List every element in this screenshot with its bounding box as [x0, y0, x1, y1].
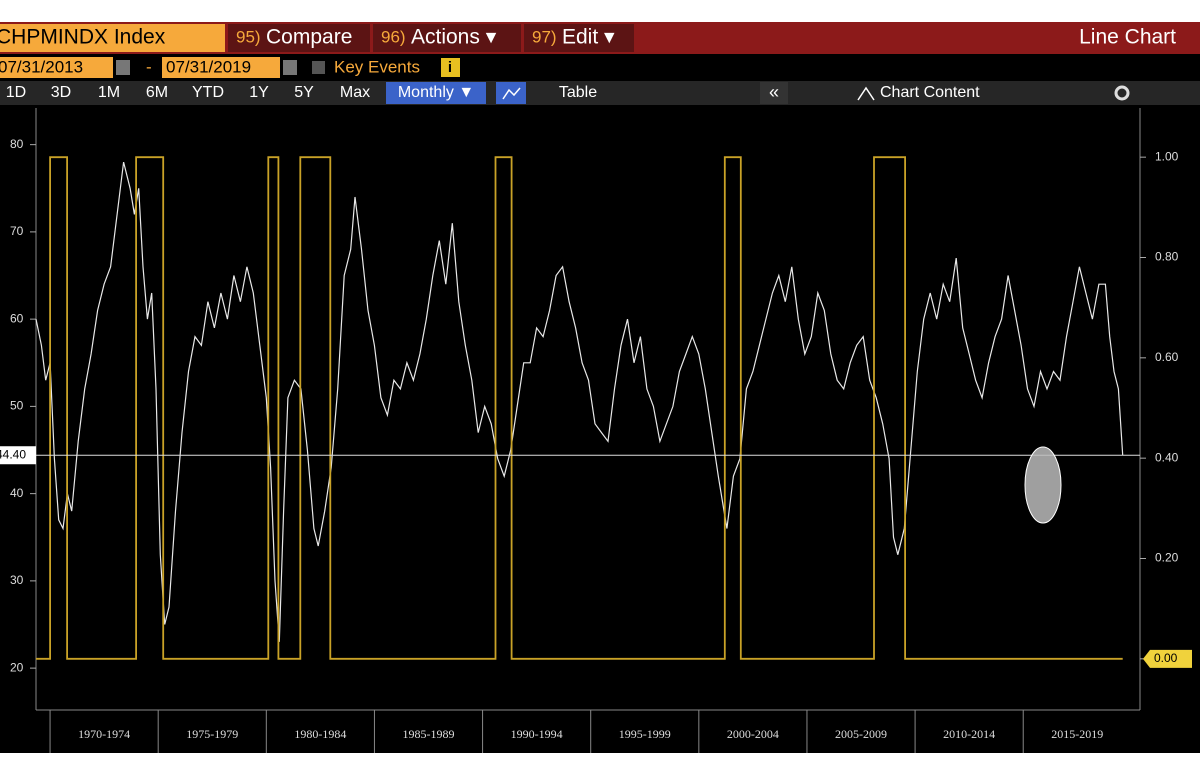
menu-label: Edit ▾ — [562, 26, 615, 49]
reference-label-box — [0, 446, 36, 465]
chart-content[interactable]: Chart Content — [880, 84, 980, 101]
x-tick-label: 1985-1989 — [403, 727, 455, 741]
menu-button[interactable] — [228, 24, 370, 52]
y2-tick-label: 1.00 — [1155, 149, 1179, 163]
view-name: Line Chart — [1079, 26, 1176, 49]
range-button[interactable]: 1Y — [249, 84, 269, 101]
x-tick-label: 1970-1974 — [78, 727, 130, 741]
x-tick-label: 2015-2019 — [1051, 727, 1103, 741]
content-icon — [857, 86, 875, 101]
end-date-box[interactable] — [162, 57, 280, 78]
range-button[interactable]: 5Y — [294, 84, 314, 101]
menu-number: 96) — [381, 27, 406, 46]
menu-number: 97) — [532, 27, 557, 46]
menu-label: Compare — [266, 26, 352, 49]
range-button[interactable]: 1D — [6, 84, 26, 101]
start-date-box[interactable] — [0, 57, 113, 78]
y2-tick-label: 0.40 — [1155, 450, 1179, 464]
date-dash: - — [146, 57, 152, 76]
y-tick-label: 70 — [10, 224, 24, 238]
menu-button[interactable] — [524, 24, 634, 52]
x-tick-label: 2000-2004 — [727, 727, 779, 741]
checkbox[interactable] — [312, 61, 325, 74]
range-button[interactable]: 3D — [51, 84, 71, 101]
x-tick-label: 1995-1999 — [619, 727, 671, 741]
end-date: 07/31/2019 — [166, 57, 251, 76]
index-line — [35, 161, 1124, 642]
signal-line — [36, 156, 1123, 660]
y-tick-label: 30 — [10, 573, 24, 587]
range-button[interactable]: 6M — [146, 84, 168, 101]
menu-label: Actions ▾ — [411, 26, 497, 49]
calendar-icon[interactable] — [116, 60, 130, 75]
range-button[interactable]: YTD — [192, 84, 224, 101]
range-bar — [0, 81, 1200, 105]
range-button[interactable]: 1M — [98, 84, 120, 101]
key-events[interactable]: Key Events — [334, 57, 420, 76]
y2-tick-label: 0.60 — [1155, 350, 1179, 364]
info-icon[interactable] — [441, 58, 460, 77]
highlight-ellipse — [1024, 446, 1062, 524]
y-tick-label: 40 — [10, 486, 24, 500]
frequency: Monthly ▼ — [398, 84, 474, 101]
ticker-box[interactable] — [0, 24, 225, 52]
menu-button[interactable] — [373, 24, 521, 52]
x-tick-label: 1975-1979 — [186, 727, 238, 741]
info-glyph: i — [448, 59, 452, 76]
x-tick-label: 2005-2009 — [835, 727, 887, 741]
frequency-button[interactable] — [386, 82, 486, 104]
reference-label: 44.40 — [0, 447, 26, 461]
collapse-button[interactable] — [760, 82, 788, 104]
collapse: « — [769, 82, 779, 102]
y-tick-label: 80 — [10, 137, 24, 151]
x-tick-label: 1990-1994 — [511, 727, 563, 741]
settings-icon[interactable] — [1114, 85, 1130, 101]
menu-number: 95) — [236, 27, 261, 46]
last-value-label: 0.00 — [1154, 651, 1178, 665]
start-date: 07/31/2013 — [0, 57, 83, 76]
range-button[interactable]: Max — [340, 84, 370, 101]
y-tick-label: 60 — [10, 311, 24, 325]
last-value-box — [1143, 649, 1192, 668]
ticker: CHPMINDX Index — [0, 26, 166, 49]
calendar-icon[interactable] — [283, 60, 297, 75]
x-tick-label: 2010-2014 — [943, 727, 995, 741]
y2-tick-label: 0.20 — [1155, 551, 1179, 565]
top-margin — [0, 0, 1200, 22]
table-button[interactable]: Table — [559, 84, 597, 101]
chart-icon — [502, 87, 521, 100]
y-tick-label: 50 — [10, 399, 24, 413]
y2-tick-label: 0.80 — [1155, 250, 1179, 264]
x-tick-label: 1980-1984 — [294, 727, 346, 741]
y-tick-label: 20 — [10, 660, 24, 674]
